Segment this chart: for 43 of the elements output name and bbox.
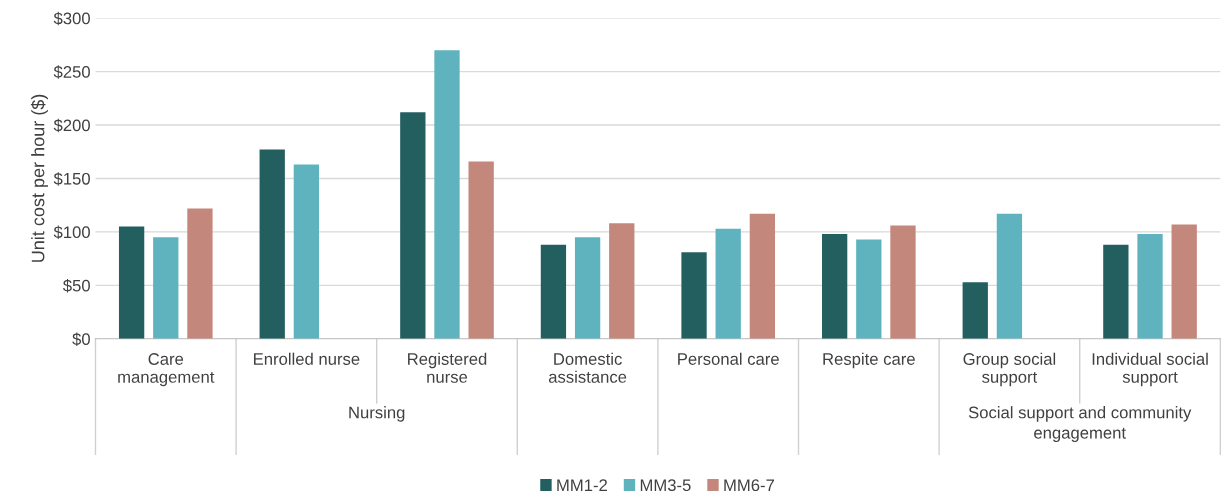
bar xyxy=(540,244,567,339)
y-tick-label: $100 xyxy=(53,225,90,240)
x-tick-label: Individual social support xyxy=(1092,352,1208,387)
bar xyxy=(821,234,848,339)
y-tick-label: $50 xyxy=(62,279,90,293)
bar xyxy=(609,223,635,339)
x-tick-label: Care management xyxy=(118,353,215,387)
bar xyxy=(996,213,1023,339)
bar xyxy=(434,50,460,339)
x-tick-label: Registered nurse xyxy=(408,352,487,383)
bar xyxy=(1137,234,1163,339)
y-tick-label: $250 xyxy=(53,65,90,79)
legend-label: MM1-2 xyxy=(557,479,607,491)
text: Nursing xyxy=(349,406,405,422)
bar xyxy=(890,225,916,339)
text: Social support and community engagement xyxy=(968,406,1192,443)
bar xyxy=(118,226,145,339)
bar xyxy=(187,208,213,339)
y-tick-label: $300 xyxy=(53,11,90,26)
y-tick-label: $150 xyxy=(53,172,90,186)
y-tick-label: $200 xyxy=(53,118,90,133)
y-tick-label: $0 xyxy=(72,332,90,346)
legend-label: MM3-5 xyxy=(640,479,691,491)
bar xyxy=(153,237,179,339)
bar xyxy=(1171,224,1197,339)
bar xyxy=(259,149,285,339)
x-tick-label: Personal care xyxy=(678,352,779,365)
bar xyxy=(962,282,988,339)
x-tick-label: Group social support xyxy=(963,352,1056,387)
bar xyxy=(715,228,741,339)
bar xyxy=(574,237,601,339)
bar xyxy=(1103,244,1129,339)
x-tick-label: Domestic assistance xyxy=(548,352,627,383)
x-tick-label: Respite care xyxy=(823,352,915,369)
bar xyxy=(400,112,426,339)
x-tick-label: Enrolled nurse xyxy=(254,352,360,365)
y-axis-title: Unit cost per hour ($) xyxy=(30,94,48,262)
bar xyxy=(856,239,882,339)
bar xyxy=(293,164,320,339)
bar xyxy=(681,252,707,339)
bar xyxy=(749,213,776,339)
legend-label: MM6-7 xyxy=(724,479,775,491)
bar xyxy=(468,161,494,339)
